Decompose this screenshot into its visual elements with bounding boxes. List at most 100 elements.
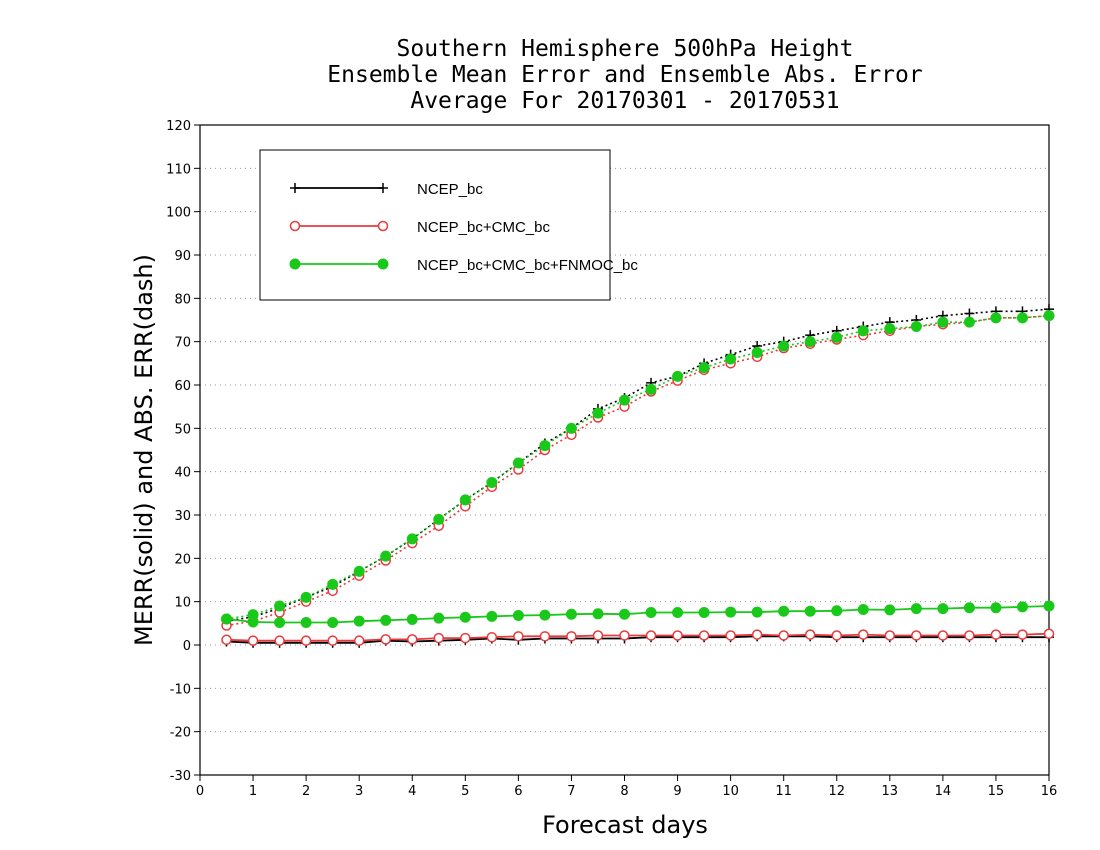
data-point bbox=[963, 602, 975, 614]
data-point bbox=[1043, 628, 1055, 639]
data-point bbox=[539, 609, 551, 621]
data-point bbox=[565, 608, 577, 620]
data-point bbox=[433, 632, 445, 644]
data-point bbox=[592, 407, 604, 419]
x-tick-label: 11 bbox=[775, 784, 792, 799]
data-point bbox=[433, 513, 445, 525]
data-point bbox=[857, 603, 869, 615]
legend-marker bbox=[377, 258, 389, 270]
x-tick-label: 15 bbox=[988, 784, 1005, 799]
data-point bbox=[804, 605, 816, 617]
data-point bbox=[619, 608, 630, 620]
data-point bbox=[221, 613, 233, 625]
data-point bbox=[990, 629, 1002, 640]
data-point bbox=[804, 336, 816, 348]
series-1-merr bbox=[221, 631, 1054, 648]
data-point bbox=[513, 631, 524, 642]
data-point bbox=[751, 606, 763, 618]
data-point bbox=[725, 630, 736, 641]
data-point bbox=[274, 635, 285, 646]
data-point bbox=[645, 383, 657, 395]
data-point bbox=[274, 616, 286, 628]
chart-title-line-2: Ensemble Mean Error and Ensemble Abs. Er… bbox=[327, 62, 923, 88]
data-point bbox=[937, 630, 949, 641]
data-point bbox=[804, 629, 816, 640]
chart-title-line-3: Average For 20170301 - 20170531 bbox=[410, 88, 840, 114]
series-3-merr bbox=[221, 600, 1055, 628]
y-tick-label: -10 bbox=[170, 682, 191, 697]
x-tick-label: 13 bbox=[882, 784, 899, 799]
data-point bbox=[698, 607, 710, 618]
data-point bbox=[1016, 312, 1028, 324]
legend-entry: NCEP_bc+CMC_bc+FNMOC_bc bbox=[289, 257, 638, 274]
data-point bbox=[592, 630, 604, 641]
data-point bbox=[751, 629, 763, 640]
x-tick-label: 7 bbox=[567, 784, 575, 799]
series-1-abs-err bbox=[221, 304, 1054, 627]
x-tick-label: 0 bbox=[196, 784, 204, 799]
data-point bbox=[619, 394, 630, 406]
data-point bbox=[486, 631, 498, 643]
legend-marker bbox=[289, 258, 301, 270]
data-point bbox=[486, 477, 498, 488]
y-tick-label: 10 bbox=[174, 596, 191, 611]
legend-marker bbox=[377, 220, 389, 232]
x-tick-label: 14 bbox=[935, 784, 952, 799]
data-point bbox=[831, 605, 843, 617]
data-point bbox=[1043, 600, 1055, 612]
data-point bbox=[672, 630, 683, 641]
legend-entry: NCEP_bc bbox=[290, 181, 483, 198]
data-point bbox=[1043, 310, 1055, 322]
data-point bbox=[380, 550, 392, 562]
data-point bbox=[327, 616, 339, 628]
data-point bbox=[247, 616, 259, 628]
data-point bbox=[672, 607, 684, 618]
legend-box bbox=[259, 149, 611, 301]
data-point bbox=[910, 321, 922, 332]
data-point bbox=[566, 631, 577, 642]
data-point bbox=[512, 457, 524, 469]
y-axis-label: MERR(solid) and ABS. ERR(dash) bbox=[130, 254, 158, 646]
data-point bbox=[406, 533, 418, 545]
legend-marker bbox=[378, 183, 388, 193]
x-axis-label: Forecast days bbox=[542, 811, 708, 839]
data-point bbox=[911, 630, 922, 641]
data-point bbox=[406, 613, 418, 625]
data-point bbox=[486, 610, 498, 622]
legend-label: NCEP_bc+CMC_bc+FNMOC_bc bbox=[417, 257, 638, 274]
data-point bbox=[990, 602, 1002, 614]
x-tick-label: 8 bbox=[620, 784, 628, 799]
x-tick-label: 3 bbox=[355, 784, 363, 799]
data-point bbox=[300, 591, 312, 603]
series-2-merr bbox=[221, 628, 1055, 646]
legend-entry: NCEP_bc+CMC_bc bbox=[289, 219, 550, 236]
y-tick-label: 60 bbox=[174, 379, 191, 394]
y-tick-label: 110 bbox=[166, 162, 191, 177]
merr-line bbox=[226, 635, 1049, 644]
data-point bbox=[1016, 601, 1028, 613]
data-point bbox=[725, 606, 737, 618]
data-point bbox=[512, 610, 524, 622]
series-layer bbox=[221, 304, 1055, 648]
legend-marker bbox=[289, 220, 301, 232]
data-point bbox=[937, 316, 949, 328]
data-point bbox=[539, 440, 551, 452]
data-point bbox=[380, 614, 392, 626]
data-point bbox=[910, 603, 922, 615]
abs-err-line bbox=[226, 314, 1050, 627]
data-point bbox=[858, 629, 869, 640]
x-tick-label: 16 bbox=[1041, 784, 1058, 799]
data-point bbox=[353, 615, 365, 627]
x-tick-label: 10 bbox=[722, 784, 739, 799]
data-point bbox=[645, 607, 657, 618]
y-tick-label: 70 bbox=[174, 336, 191, 351]
data-point bbox=[1017, 629, 1028, 640]
data-point bbox=[433, 612, 445, 624]
data-point bbox=[937, 603, 949, 615]
y-tick-label: -20 bbox=[170, 726, 191, 741]
legend-marker bbox=[290, 183, 300, 193]
y-tick-label: 40 bbox=[174, 466, 191, 481]
x-tick-label: 9 bbox=[673, 784, 681, 799]
